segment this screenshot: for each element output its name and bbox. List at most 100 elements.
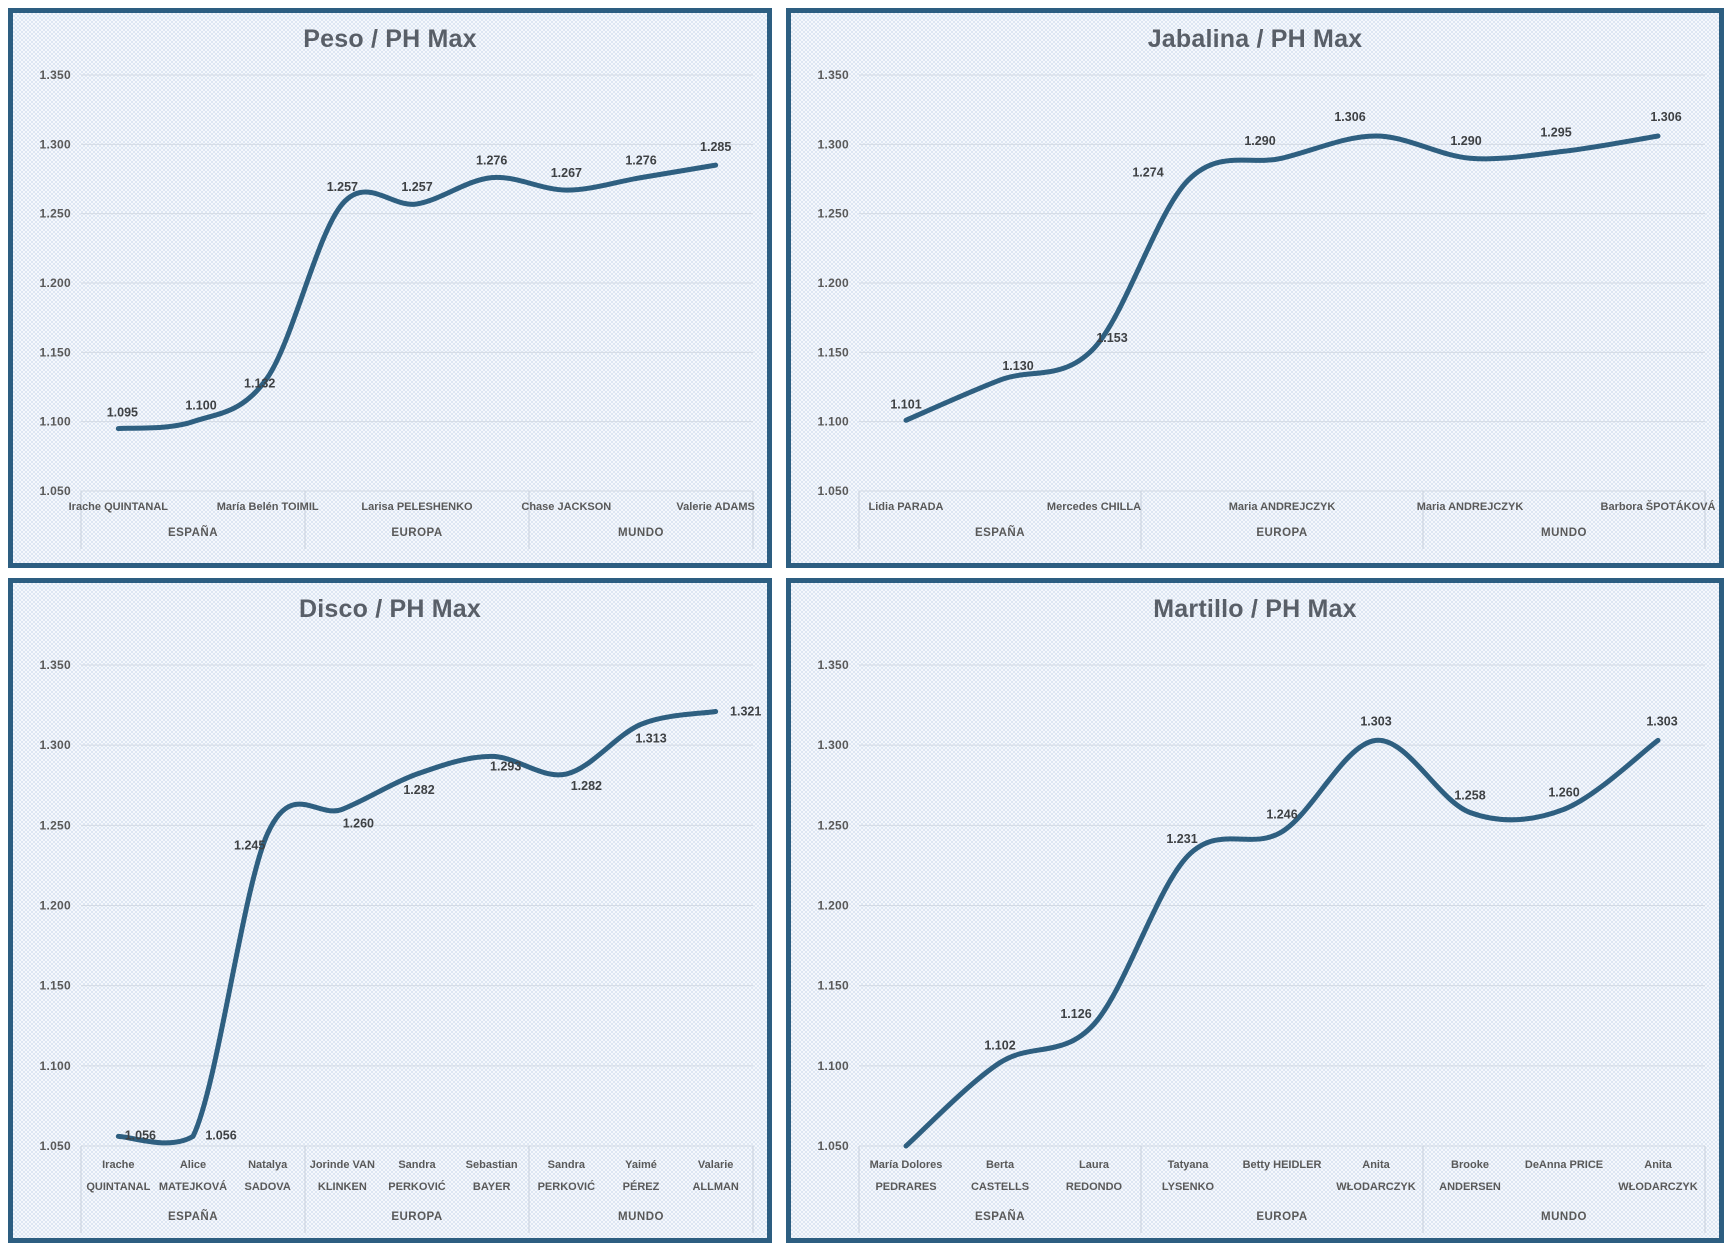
- x-category-label: Anita: [1644, 1159, 1672, 1171]
- data-label: 1.130: [1002, 359, 1033, 373]
- y-axis-tick-label: 1.250: [39, 818, 71, 832]
- x-group-label: EUROPA: [391, 1211, 442, 1223]
- series-line: [903, 737, 1661, 1149]
- data-label: 1.056: [125, 1128, 156, 1142]
- data-label: 1.260: [343, 816, 374, 830]
- x-category-label: Natalya: [248, 1159, 288, 1171]
- data-label: 1.293: [490, 759, 521, 773]
- data-label: 1.153: [1096, 331, 1127, 345]
- y-axis-tick-label: 1.050: [817, 1139, 849, 1153]
- data-label: 1.306: [1334, 110, 1365, 124]
- chart-title-martillo: Martillo / PH Max: [1153, 595, 1357, 623]
- x-category-label: Mercedes CHILLA: [1047, 501, 1141, 513]
- y-axis-tick-label: 1.150: [817, 345, 849, 359]
- data-label: 1.246: [1266, 808, 1297, 822]
- data-label: 1.101: [890, 397, 921, 411]
- data-label: 1.257: [401, 180, 432, 194]
- y-axis-tick-label: 1.100: [39, 1059, 71, 1073]
- series-line: [903, 133, 1661, 423]
- x-group-label: EUROPA: [391, 527, 442, 539]
- x-category-label: Sandra: [548, 1159, 586, 1171]
- x-group-label: ESPAÑA: [975, 526, 1025, 539]
- y-axis-tick-label: 1.100: [39, 415, 71, 429]
- chart-panel-martillo: Martillo / PH Max 1.350 1.300 1.250 1.200 1.…: [786, 578, 1724, 1243]
- data-label: 1.313: [635, 731, 666, 745]
- series-line: [115, 162, 719, 432]
- data-label: 1.245: [234, 838, 265, 852]
- data-label: 1.102: [984, 1039, 1015, 1053]
- x-group-label: ESPAÑA: [168, 526, 218, 539]
- x-category-label: María Belén TOIMIL: [217, 501, 319, 513]
- chart-canvas-martillo: 1.350 1.300 1.250 1.200 1.150 1.100 1.050 María…: [817, 658, 1706, 1233]
- x-category-label: Berta: [986, 1159, 1015, 1171]
- data-label: 1.306: [1650, 110, 1681, 124]
- data-label: 1.276: [476, 154, 507, 168]
- chart-title-peso: Peso / PH Max: [303, 25, 477, 53]
- data-label: 1.231: [1166, 832, 1197, 846]
- x-group-label: MUNDO: [1541, 1211, 1587, 1223]
- y-axis-tick-label: 1.250: [817, 818, 849, 832]
- x-category-label: QUINTANAL: [86, 1181, 150, 1193]
- data-label: 1.295: [1540, 125, 1571, 139]
- y-axis-tick-label: 1.200: [817, 899, 849, 913]
- x-category-label: Laura: [1079, 1159, 1110, 1171]
- x-category-label: PÉREZ: [623, 1180, 660, 1193]
- x-category-label: Betty HEIDLER: [1243, 1159, 1322, 1171]
- chart-panel-disco: Disco / PH Max 1.350 1.300 1.250 1.200 1.150…: [8, 578, 772, 1243]
- x-category-label: Chase JACKSON: [521, 501, 611, 513]
- series-line: [115, 708, 719, 1146]
- y-axis-tick-label: 1.350: [39, 68, 71, 82]
- x-category-label: Larisa PELESHENKO: [361, 501, 473, 513]
- chart-canvas-disco: 1.350 1.300 1.250 1.200 1.150 1.100 1.050 Irach…: [39, 658, 761, 1233]
- x-category-label: Anita: [1362, 1159, 1390, 1171]
- x-category-label: CASTELLS: [971, 1181, 1029, 1193]
- x-category-label: DeAnna PRICE: [1525, 1159, 1603, 1171]
- x-category-label: Alice: [180, 1159, 206, 1171]
- x-category-label: Maria ANDREJCZYK: [1229, 501, 1336, 513]
- x-group-label: EUROPA: [1256, 1211, 1307, 1223]
- y-axis-tick-label: 1.300: [817, 137, 849, 151]
- y-axis-tick-label: 1.350: [817, 658, 849, 672]
- data-label: 1.126: [1060, 1007, 1091, 1021]
- chart-panel-peso: Peso / PH Max 1.350 1.300 1.250 1.200 1.150 1…: [8, 8, 772, 568]
- x-category-label: Sandra: [398, 1159, 436, 1171]
- x-category-label: PERKOVIĆ: [388, 1180, 446, 1193]
- x-category-label: Lidia PARADA: [869, 501, 944, 513]
- data-label: 1.303: [1646, 714, 1677, 728]
- data-label: 1.276: [625, 154, 656, 168]
- chart-canvas-jabalina: 1.350 1.300 1.250 1.200 1.150 1.100 1.050 Lidia…: [817, 68, 1716, 549]
- chart-title-jabalina: Jabalina / PH Max: [1147, 25, 1363, 53]
- x-category-label: Valarie: [698, 1159, 733, 1171]
- x-group-label: ESPAÑA: [168, 1210, 218, 1223]
- data-label: 1.290: [1450, 134, 1481, 148]
- x-category-label: Sebastian: [466, 1159, 518, 1171]
- x-group-label: EUROPA: [1256, 527, 1307, 539]
- y-axis-tick-label: 1.100: [817, 1059, 849, 1073]
- data-label: 1.282: [571, 779, 602, 793]
- y-axis-tick-label: 1.300: [39, 738, 71, 752]
- x-category-label: Brooke: [1451, 1159, 1489, 1171]
- x-category-label: Valerie ADAMS: [676, 501, 754, 513]
- y-axis-tick-label: 1.150: [39, 979, 71, 993]
- data-label: 1.274: [1132, 165, 1163, 179]
- x-category-label: PEDRARES: [875, 1181, 936, 1193]
- x-category-label: SADOVA: [245, 1181, 291, 1193]
- data-label: 1.056: [205, 1128, 236, 1142]
- y-axis-tick-label: 1.050: [39, 484, 71, 498]
- y-axis-tick-label: 1.250: [817, 207, 849, 221]
- x-category-label: LYSENKO: [1162, 1181, 1215, 1193]
- data-label: 1.095: [107, 406, 138, 420]
- x-category-label: Yaimé: [625, 1159, 657, 1171]
- x-category-label: Barbora ŠPOTÁKOVÁ: [1601, 500, 1716, 513]
- x-category-label: ANDERSEN: [1439, 1181, 1501, 1193]
- data-label: 1.267: [551, 166, 582, 180]
- chart-canvas-peso: 1.350 1.300 1.250 1.200 1.150 1.100 1.050 Irach…: [39, 68, 755, 549]
- x-category-label: KLINKEN: [318, 1181, 367, 1193]
- chart-title-disco: Disco / PH Max: [298, 595, 482, 623]
- y-axis-tick-label: 1.050: [39, 1139, 71, 1153]
- x-group-label: MUNDO: [618, 1211, 664, 1223]
- data-label: 1.285: [700, 140, 731, 154]
- data-label: 1.100: [185, 399, 216, 413]
- y-axis-tick-label: 1.050: [817, 484, 849, 498]
- y-axis-tick-label: 1.150: [817, 979, 849, 993]
